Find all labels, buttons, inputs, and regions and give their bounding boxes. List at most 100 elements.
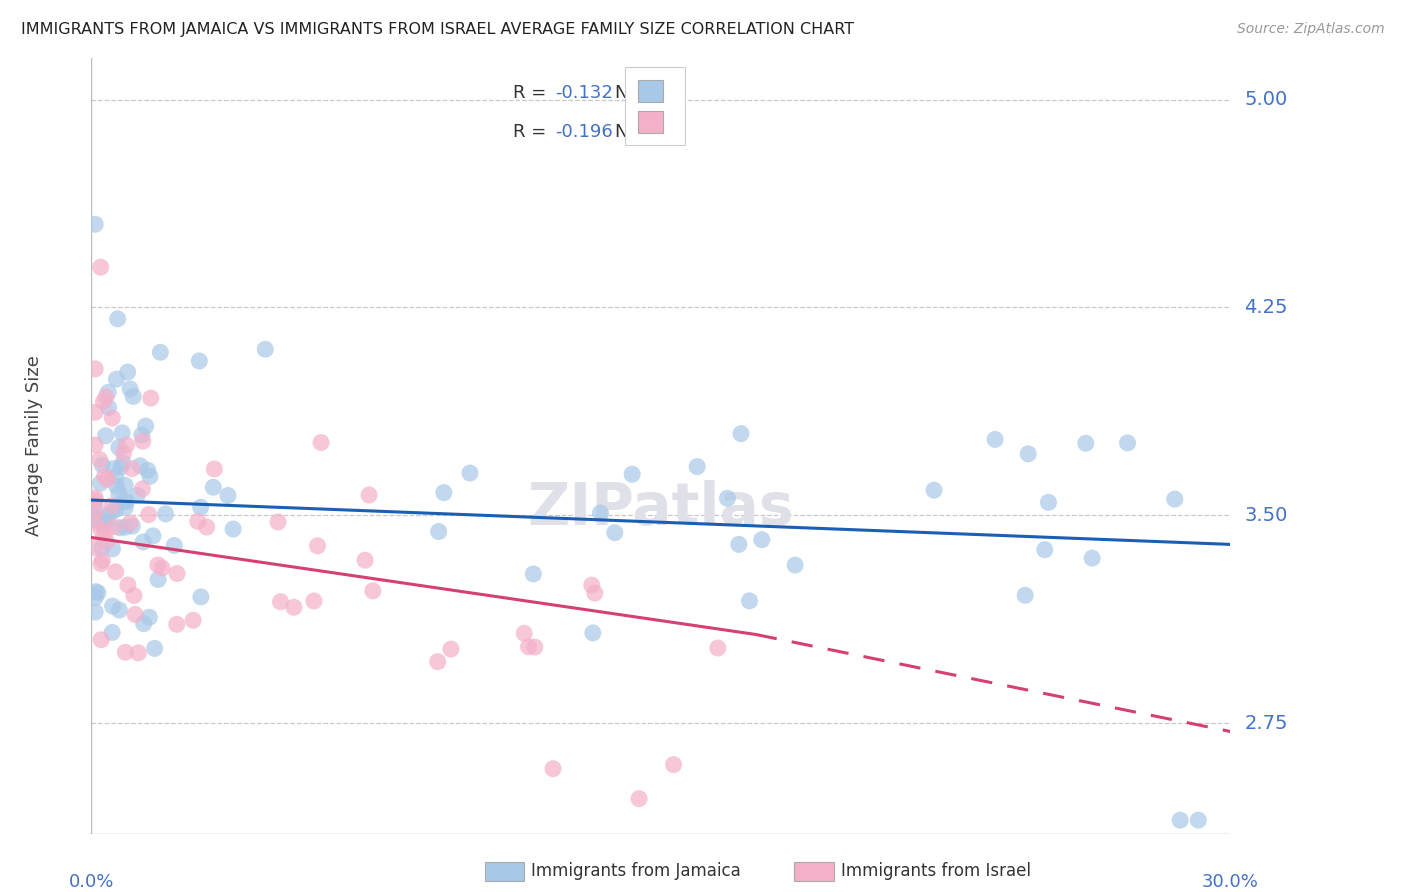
- Point: [716, 491, 738, 506]
- Point: [84, 217, 107, 231]
- Point: [90, 260, 112, 275]
- Point: [589, 506, 612, 520]
- Text: 30.0%: 30.0%: [1202, 873, 1258, 891]
- Point: [149, 345, 172, 359]
- Point: [84, 362, 107, 376]
- Point: [94, 515, 117, 529]
- Point: [84, 584, 107, 599]
- Point: [101, 541, 124, 556]
- Point: [84, 605, 107, 619]
- Text: ZIPatlas: ZIPatlas: [527, 480, 794, 537]
- Point: [122, 389, 145, 403]
- Point: [115, 438, 138, 452]
- Text: -0.196: -0.196: [555, 123, 613, 141]
- Point: [108, 441, 131, 455]
- Point: [103, 520, 125, 534]
- Point: [188, 354, 211, 368]
- Point: [302, 594, 325, 608]
- Text: 0.0%: 0.0%: [69, 873, 114, 891]
- Point: [1033, 542, 1056, 557]
- Point: [127, 488, 149, 502]
- Point: [84, 505, 107, 519]
- Point: [131, 482, 153, 496]
- Text: 2.75: 2.75: [1244, 714, 1288, 732]
- Point: [138, 610, 160, 624]
- Point: [89, 452, 111, 467]
- Point: [727, 537, 749, 551]
- Point: [202, 462, 225, 476]
- Point: [94, 526, 117, 541]
- Point: [581, 578, 603, 592]
- Point: [84, 591, 107, 605]
- Point: [163, 539, 186, 553]
- Point: [121, 519, 143, 533]
- Point: [124, 607, 146, 622]
- Point: [93, 394, 115, 409]
- Point: [120, 382, 142, 396]
- Text: 3.50: 3.50: [1244, 506, 1288, 524]
- Point: [105, 479, 128, 493]
- Point: [84, 493, 107, 508]
- Text: Average Family Size: Average Family Size: [25, 356, 44, 536]
- Point: [84, 516, 107, 530]
- Point: [104, 502, 127, 516]
- Text: R =: R =: [513, 123, 551, 141]
- Text: 5.00: 5.00: [1244, 90, 1288, 109]
- Point: [270, 595, 292, 609]
- Point: [90, 524, 112, 538]
- Point: [1168, 813, 1191, 827]
- Point: [433, 485, 456, 500]
- Point: [150, 561, 173, 575]
- Point: [440, 642, 463, 657]
- Point: [628, 791, 651, 805]
- Point: [93, 469, 115, 483]
- Point: [94, 428, 117, 442]
- Point: [785, 558, 807, 573]
- Point: [97, 385, 120, 400]
- Point: [751, 533, 773, 547]
- Point: [96, 534, 118, 549]
- Point: [142, 529, 165, 543]
- Point: [522, 566, 544, 581]
- Point: [190, 590, 212, 604]
- Point: [523, 640, 546, 654]
- Point: [122, 589, 145, 603]
- Text: Immigrants from Israel: Immigrants from Israel: [841, 863, 1031, 880]
- Point: [114, 478, 136, 492]
- Point: [1038, 495, 1060, 509]
- Point: [84, 405, 107, 419]
- Point: [111, 425, 134, 440]
- Point: [84, 500, 107, 514]
- Point: [108, 521, 131, 535]
- Point: [361, 583, 384, 598]
- Point: [132, 616, 155, 631]
- Point: [111, 456, 134, 470]
- Point: [84, 438, 107, 452]
- Text: IMMIGRANTS FROM JAMAICA VS IMMIGRANTS FROM ISRAEL AVERAGE FAMILY SIZE CORRELATIO: IMMIGRANTS FROM JAMAICA VS IMMIGRANTS FR…: [21, 22, 855, 37]
- Point: [621, 467, 644, 482]
- Point: [181, 613, 204, 627]
- Point: [190, 500, 212, 515]
- Point: [131, 428, 153, 442]
- Point: [114, 645, 136, 659]
- Point: [1081, 551, 1104, 566]
- Point: [730, 426, 752, 441]
- Point: [84, 491, 107, 505]
- Point: [307, 539, 329, 553]
- Point: [139, 469, 162, 483]
- Point: [166, 617, 188, 632]
- Point: [129, 458, 152, 473]
- Point: [187, 514, 209, 528]
- Text: R =: R =: [513, 84, 551, 102]
- Point: [103, 461, 125, 475]
- Point: [104, 469, 127, 483]
- Point: [283, 600, 305, 615]
- Point: [135, 419, 157, 434]
- Point: [309, 435, 332, 450]
- Text: N =: N =: [616, 84, 655, 102]
- Legend: , : ,: [626, 67, 685, 145]
- Point: [132, 434, 155, 449]
- Point: [138, 508, 160, 522]
- Point: [120, 516, 142, 530]
- Point: [94, 390, 117, 404]
